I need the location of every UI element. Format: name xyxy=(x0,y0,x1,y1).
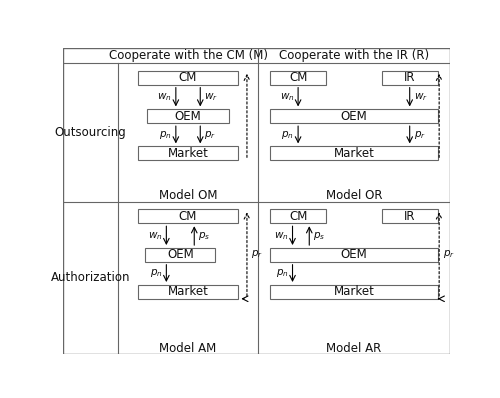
Text: IR: IR xyxy=(404,71,415,84)
Bar xyxy=(138,209,238,223)
Text: OEM: OEM xyxy=(167,248,194,261)
Bar xyxy=(382,209,438,223)
Text: $p_r$: $p_r$ xyxy=(443,248,455,260)
Bar xyxy=(148,109,228,123)
Text: $p_s$: $p_s$ xyxy=(198,230,210,242)
Text: OEM: OEM xyxy=(174,110,202,123)
Text: Model OM: Model OM xyxy=(159,189,218,202)
Bar xyxy=(270,209,326,223)
Text: $p_n$: $p_n$ xyxy=(159,129,172,141)
Text: $p_r$: $p_r$ xyxy=(204,129,216,141)
Text: Market: Market xyxy=(168,147,208,160)
Text: $w_n$: $w_n$ xyxy=(280,91,294,103)
Text: $w_n$: $w_n$ xyxy=(148,230,162,242)
Bar xyxy=(138,285,238,299)
Text: Cooperate with the CM (M): Cooperate with the CM (M) xyxy=(108,49,268,62)
Text: Market: Market xyxy=(168,285,208,298)
Bar xyxy=(270,285,438,299)
Text: $p_n$: $p_n$ xyxy=(150,267,162,279)
Text: $w_r$: $w_r$ xyxy=(414,91,428,103)
Text: Market: Market xyxy=(334,285,374,298)
Text: $w_n$: $w_n$ xyxy=(158,91,172,103)
Text: Outsourcing: Outsourcing xyxy=(54,126,127,139)
Bar xyxy=(270,109,438,123)
Bar xyxy=(270,146,438,160)
Text: $p_s$: $p_s$ xyxy=(313,230,326,242)
Text: Cooperate with the IR (R): Cooperate with the IR (R) xyxy=(279,49,429,62)
Text: $p_r$: $p_r$ xyxy=(414,129,426,141)
Text: IR: IR xyxy=(404,210,415,223)
Bar xyxy=(270,248,438,262)
Text: CM: CM xyxy=(179,210,197,223)
Text: Market: Market xyxy=(334,147,374,160)
Bar xyxy=(138,146,238,160)
Text: CM: CM xyxy=(289,210,308,223)
Text: Model OR: Model OR xyxy=(326,189,382,202)
Text: Model AM: Model AM xyxy=(160,341,216,355)
Text: CM: CM xyxy=(289,71,308,84)
Text: $p_n$: $p_n$ xyxy=(282,129,294,141)
Text: $p_n$: $p_n$ xyxy=(276,267,288,279)
Bar xyxy=(382,71,438,85)
Text: CM: CM xyxy=(179,71,197,84)
Text: OEM: OEM xyxy=(340,248,367,261)
Text: $w_r$: $w_r$ xyxy=(204,91,218,103)
Text: $w_n$: $w_n$ xyxy=(274,230,288,242)
Bar xyxy=(138,71,238,85)
Text: Authorization: Authorization xyxy=(50,271,130,285)
Bar xyxy=(270,71,326,85)
Text: Model AR: Model AR xyxy=(326,341,382,355)
Text: $p_r$: $p_r$ xyxy=(251,248,263,260)
Text: OEM: OEM xyxy=(340,110,367,123)
Bar xyxy=(146,248,215,262)
